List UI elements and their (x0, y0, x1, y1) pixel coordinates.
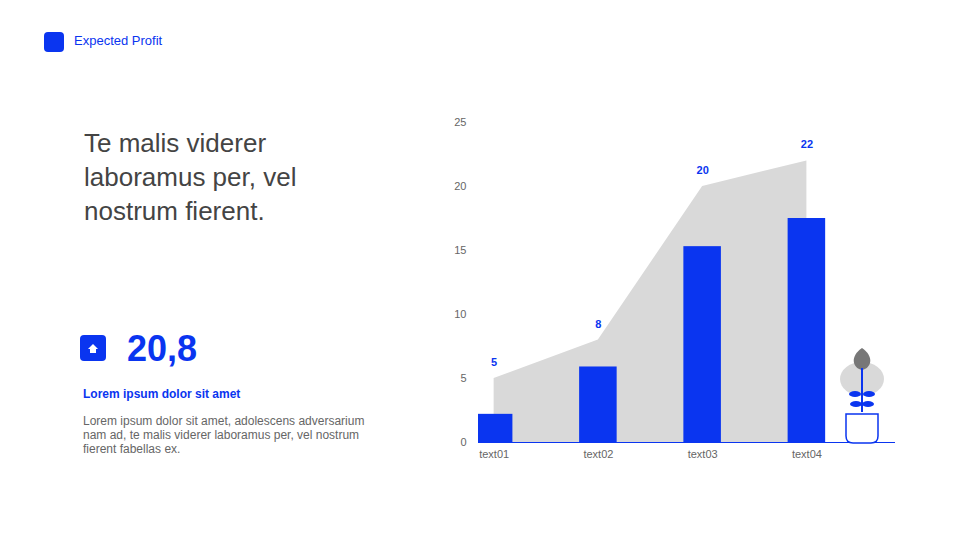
html-text:Lorem ipsum dolor sit amet, ad: Lorem ipsum dolor sit amet, adolescens a… (83, 414, 365, 456)
svg-text:20: 20 (697, 164, 709, 176)
html-text:Lorem ipsum dolor sit amet: Lorem ipsum dolor sit amet (83, 387, 241, 401)
svg-text:5: 5 (460, 372, 466, 384)
html-text:20,8: 20,8 (127, 328, 198, 369)
svg-text:8: 8 (595, 318, 601, 330)
svg-text:22: 22 (801, 138, 813, 150)
svg-text:20: 20 (454, 180, 466, 192)
svg-text:text02: text02 (583, 448, 613, 460)
html-text:Te malis viderer laboramus per: Te malis viderer laboramus per, vel nost… (84, 128, 297, 226)
svg-text:5: 5 (491, 356, 497, 368)
html-text:Expected Profit: Expected Profit (74, 33, 163, 48)
svg-text:25: 25 (454, 116, 466, 128)
svg-text:text04: text04 (792, 448, 822, 460)
svg-text:15: 15 (454, 244, 466, 256)
svg-text:10: 10 (454, 308, 466, 320)
svg-text:0: 0 (460, 436, 466, 448)
svg-text:text01: text01 (479, 448, 509, 460)
svg-text:text03: text03 (688, 448, 718, 460)
